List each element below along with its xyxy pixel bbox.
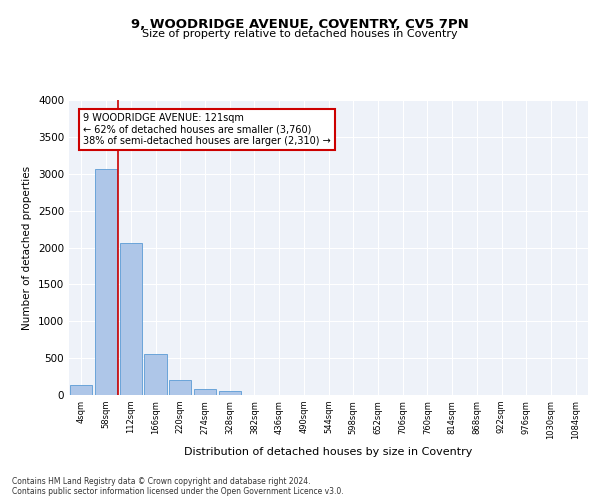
Text: Contains HM Land Registry data © Crown copyright and database right 2024.
Contai: Contains HM Land Registry data © Crown c… <box>12 476 344 496</box>
Bar <box>169 380 191 395</box>
Text: 9 WOODRIDGE AVENUE: 121sqm
← 62% of detached houses are smaller (3,760)
38% of s: 9 WOODRIDGE AVENUE: 121sqm ← 62% of deta… <box>83 114 331 146</box>
Bar <box>145 354 167 395</box>
Text: 9, WOODRIDGE AVENUE, COVENTRY, CV5 7PN: 9, WOODRIDGE AVENUE, COVENTRY, CV5 7PN <box>131 18 469 30</box>
Bar <box>70 386 92 395</box>
Bar <box>194 389 216 395</box>
Text: Size of property relative to detached houses in Coventry: Size of property relative to detached ho… <box>142 29 458 39</box>
Y-axis label: Number of detached properties: Number of detached properties <box>22 166 32 330</box>
Bar <box>119 243 142 395</box>
Bar <box>218 391 241 395</box>
Bar <box>95 170 117 395</box>
X-axis label: Distribution of detached houses by size in Coventry: Distribution of detached houses by size … <box>184 447 473 457</box>
